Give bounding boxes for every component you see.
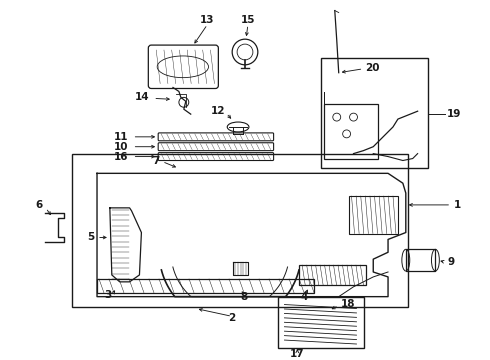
Text: 5: 5 — [87, 233, 94, 243]
Text: 19: 19 — [447, 109, 462, 119]
Text: 14: 14 — [135, 93, 149, 102]
Bar — [299, 265, 367, 285]
Text: 6: 6 — [35, 200, 43, 210]
Bar — [348, 196, 398, 234]
Text: 13: 13 — [200, 15, 215, 26]
Text: 15: 15 — [241, 15, 255, 26]
Text: 20: 20 — [366, 63, 380, 73]
Bar — [73, 154, 408, 306]
Bar — [324, 104, 378, 158]
Text: 7: 7 — [152, 156, 159, 166]
Bar — [321, 58, 427, 168]
Text: 3: 3 — [104, 290, 112, 300]
Text: 18: 18 — [341, 298, 355, 309]
Text: 12: 12 — [211, 106, 225, 116]
Bar — [406, 249, 436, 271]
Text: 11: 11 — [114, 132, 128, 142]
Text: 9: 9 — [447, 257, 454, 267]
Text: 10: 10 — [114, 142, 128, 152]
Bar — [277, 297, 365, 348]
Text: 2: 2 — [228, 313, 236, 323]
Text: 8: 8 — [241, 292, 247, 302]
Text: 16: 16 — [114, 152, 128, 162]
Text: 17: 17 — [290, 349, 305, 359]
Text: 4: 4 — [300, 292, 308, 302]
Bar — [97, 279, 314, 293]
Text: 1: 1 — [454, 200, 462, 210]
